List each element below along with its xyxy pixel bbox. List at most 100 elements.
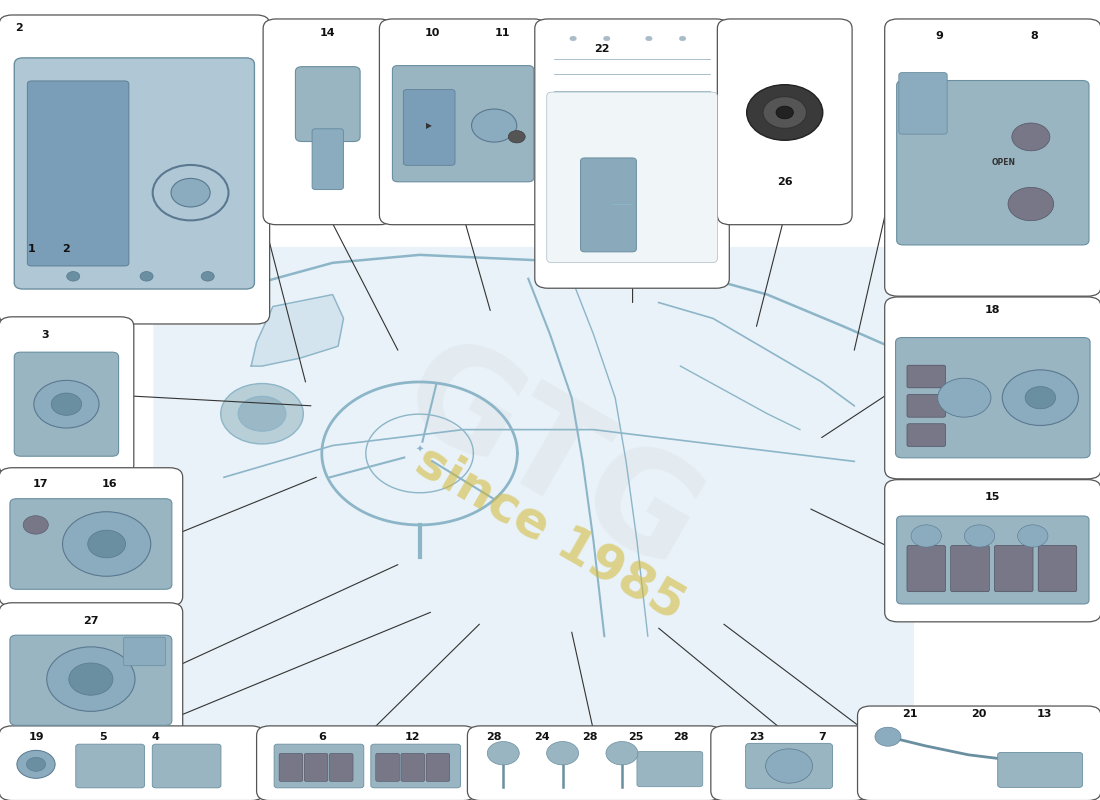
- Text: 18: 18: [986, 305, 1001, 314]
- Circle shape: [606, 742, 638, 765]
- FancyBboxPatch shape: [152, 744, 221, 788]
- Text: 28: 28: [582, 732, 597, 742]
- FancyBboxPatch shape: [908, 365, 946, 388]
- Circle shape: [763, 97, 806, 128]
- FancyBboxPatch shape: [123, 638, 165, 666]
- FancyBboxPatch shape: [908, 424, 946, 446]
- FancyBboxPatch shape: [400, 754, 425, 782]
- FancyBboxPatch shape: [884, 19, 1100, 296]
- Circle shape: [47, 647, 135, 711]
- FancyBboxPatch shape: [895, 338, 1090, 458]
- Circle shape: [201, 271, 214, 281]
- FancyBboxPatch shape: [371, 744, 461, 788]
- FancyBboxPatch shape: [1038, 546, 1077, 592]
- FancyBboxPatch shape: [950, 546, 989, 592]
- Circle shape: [776, 106, 793, 119]
- Text: 2: 2: [15, 23, 23, 34]
- Circle shape: [1025, 386, 1056, 409]
- Circle shape: [67, 271, 79, 281]
- FancyBboxPatch shape: [153, 247, 914, 747]
- FancyBboxPatch shape: [717, 19, 852, 225]
- FancyBboxPatch shape: [858, 706, 1100, 800]
- Circle shape: [69, 663, 113, 695]
- Text: GTG: GTG: [377, 323, 723, 600]
- Text: ▶: ▶: [426, 121, 432, 130]
- Text: 21: 21: [902, 710, 917, 719]
- Circle shape: [487, 742, 519, 765]
- Text: 9: 9: [936, 31, 944, 42]
- Text: 14: 14: [320, 28, 336, 38]
- Circle shape: [766, 749, 813, 783]
- Text: 6: 6: [318, 732, 326, 742]
- Circle shape: [874, 727, 901, 746]
- Text: 5: 5: [99, 732, 107, 742]
- Text: 23: 23: [749, 732, 764, 742]
- Circle shape: [747, 85, 823, 140]
- Circle shape: [1012, 123, 1049, 151]
- FancyBboxPatch shape: [393, 66, 534, 182]
- FancyBboxPatch shape: [896, 516, 1089, 604]
- Circle shape: [472, 109, 517, 142]
- Text: 20: 20: [971, 710, 987, 719]
- Text: OPEN: OPEN: [992, 158, 1015, 167]
- Circle shape: [547, 742, 579, 765]
- FancyBboxPatch shape: [0, 726, 264, 800]
- Text: 10: 10: [425, 28, 440, 38]
- Circle shape: [1018, 525, 1048, 547]
- Circle shape: [911, 525, 942, 547]
- Circle shape: [16, 750, 55, 778]
- Circle shape: [63, 512, 151, 576]
- FancyBboxPatch shape: [76, 744, 144, 788]
- FancyBboxPatch shape: [637, 751, 703, 786]
- FancyBboxPatch shape: [28, 81, 129, 266]
- Text: 16: 16: [102, 479, 118, 489]
- Text: 24: 24: [535, 732, 550, 742]
- Text: 1: 1: [28, 243, 35, 254]
- Circle shape: [170, 178, 210, 207]
- Text: 7: 7: [817, 732, 825, 742]
- FancyBboxPatch shape: [547, 92, 717, 262]
- FancyBboxPatch shape: [908, 394, 946, 417]
- Circle shape: [52, 393, 81, 415]
- Text: ✦: ✦: [416, 445, 424, 454]
- Text: since 1985: since 1985: [407, 437, 693, 630]
- FancyBboxPatch shape: [376, 754, 399, 782]
- Text: 8: 8: [1031, 31, 1038, 42]
- Circle shape: [680, 36, 685, 41]
- FancyBboxPatch shape: [0, 602, 183, 737]
- FancyBboxPatch shape: [10, 635, 172, 726]
- FancyBboxPatch shape: [884, 480, 1100, 622]
- FancyBboxPatch shape: [994, 546, 1033, 592]
- FancyBboxPatch shape: [896, 81, 1089, 245]
- Circle shape: [570, 36, 576, 41]
- FancyBboxPatch shape: [908, 546, 946, 592]
- FancyBboxPatch shape: [274, 744, 364, 788]
- Text: 25: 25: [628, 732, 643, 742]
- Text: 22: 22: [594, 43, 609, 54]
- FancyBboxPatch shape: [581, 158, 637, 252]
- Circle shape: [1008, 187, 1054, 221]
- FancyBboxPatch shape: [535, 19, 729, 288]
- FancyBboxPatch shape: [312, 129, 343, 190]
- FancyBboxPatch shape: [14, 58, 254, 289]
- Circle shape: [26, 758, 45, 771]
- FancyBboxPatch shape: [0, 317, 134, 475]
- Text: 4: 4: [152, 732, 160, 742]
- Text: 13: 13: [1037, 710, 1052, 719]
- Text: 15: 15: [986, 491, 1001, 502]
- FancyBboxPatch shape: [998, 753, 1082, 787]
- FancyBboxPatch shape: [305, 754, 328, 782]
- Text: 27: 27: [84, 616, 99, 626]
- Text: 2: 2: [62, 243, 69, 254]
- FancyBboxPatch shape: [899, 73, 947, 134]
- FancyBboxPatch shape: [279, 754, 302, 782]
- Circle shape: [965, 525, 994, 547]
- Circle shape: [1002, 370, 1078, 426]
- Text: 19: 19: [29, 732, 44, 742]
- Text: 28: 28: [486, 732, 502, 742]
- FancyBboxPatch shape: [426, 754, 450, 782]
- Circle shape: [88, 530, 125, 558]
- FancyBboxPatch shape: [329, 754, 353, 782]
- Circle shape: [23, 516, 48, 534]
- Text: 11: 11: [495, 28, 510, 38]
